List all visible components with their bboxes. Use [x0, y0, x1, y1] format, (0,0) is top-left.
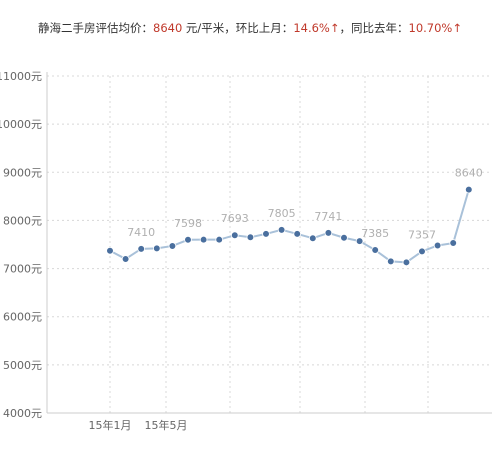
data-label: 7741 [314, 210, 342, 223]
data-point [153, 244, 161, 253]
y-tick-label: 11000元 [0, 70, 42, 83]
data-point [386, 257, 395, 266]
chart-headline: 静海二手房评估均价：8640 元/平米，环比上月：14.6%↑，同比去年：10.… [0, 20, 500, 36]
data-point [262, 230, 270, 238]
axis-layer: 4000元 5000元 6000元 7000元 8000元 9000元 10000元 1100… [0, 70, 492, 432]
y-tick-label: 10000元 [0, 118, 42, 131]
yoy-up-arrow-icon: ↑ [452, 21, 462, 35]
y-tick-label: 5000元 [3, 359, 42, 372]
data-point [355, 237, 364, 245]
data-point [433, 241, 442, 250]
data-label: 7410 [127, 226, 155, 239]
headline-yoy-text: ，同比去年： [339, 21, 409, 35]
data-point [184, 235, 192, 244]
yoy-change-value: 10.70% [408, 21, 453, 35]
grid-layer [47, 75, 492, 414]
headline-unit-mom-text: 元/平米，环比上月： [182, 21, 294, 35]
data-point [418, 247, 426, 256]
data-point [324, 229, 333, 237]
data-point [277, 226, 286, 234]
data-point [246, 233, 255, 242]
series-layer [106, 185, 473, 267]
x-tick-label: 15年5月 [145, 418, 188, 432]
data-point [464, 185, 473, 194]
data-point [231, 231, 239, 240]
data-point [293, 230, 302, 238]
data-label: 7598 [174, 217, 202, 230]
mom-change-value: 14.6% [293, 21, 330, 35]
mom-up-arrow-icon: ↑ [329, 21, 340, 35]
data-label: 7693 [221, 212, 249, 225]
y-tick-label: 6000元 [3, 311, 42, 324]
data-point [371, 246, 380, 254]
avg-price-value: 8640 [153, 21, 183, 35]
data-point [121, 255, 130, 263]
data-point [340, 233, 348, 242]
data-point [402, 258, 411, 267]
data-label: 8640 [455, 167, 483, 180]
data-point [168, 242, 177, 250]
data-point [308, 234, 317, 243]
data-point [215, 235, 224, 244]
data-label: 7357 [408, 228, 436, 241]
data-label: 7805 [268, 207, 296, 220]
data-point [106, 246, 114, 255]
y-tick-label: 7000元 [3, 263, 42, 276]
y-tick-label: 8000元 [3, 214, 42, 227]
data-label: 7385 [361, 227, 389, 240]
x-tick-label: 15年1月 [89, 418, 132, 432]
headline-prefix: 静海二手房评估均价： [38, 21, 153, 35]
y-tick-label: 9000元 [3, 166, 42, 179]
y-tick-label: 4000元 [3, 407, 42, 420]
data-point [449, 239, 458, 247]
data-label-layer: 7410 7598 7693 7805 7741 7385 7357 8640 [127, 167, 483, 242]
data-point [137, 245, 146, 253]
data-point [199, 235, 208, 244]
price-series-line [109, 189, 470, 264]
